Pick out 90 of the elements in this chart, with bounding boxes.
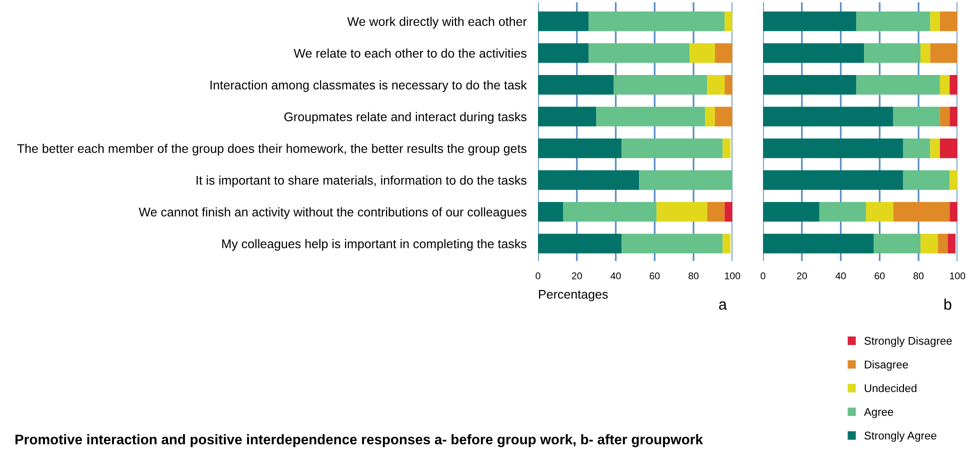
bar — [950, 170, 958, 190]
text: a — [719, 301, 727, 310]
x-tick-label: 0 — [536, 272, 540, 280]
bar — [864, 43, 920, 63]
bar — [563, 202, 657, 222]
x-tick-label: 100 — [950, 272, 966, 280]
bar — [763, 74, 856, 95]
bar — [538, 11, 589, 32]
bar — [763, 170, 903, 190]
y-tick-label: We relate to each other to do the activities — [294, 48, 526, 58]
x-tick-label: 80 — [914, 272, 924, 280]
bar — [538, 234, 622, 254]
x-tick-label: 80 — [688, 272, 699, 280]
bar — [893, 202, 950, 222]
bar — [707, 74, 725, 95]
x-tick-label: 20 — [796, 272, 807, 280]
bar — [940, 74, 950, 95]
text: b — [944, 298, 952, 310]
bar — [722, 138, 730, 158]
x-tick-label: 20 — [572, 272, 582, 280]
bar — [724, 11, 732, 32]
bar — [724, 202, 732, 222]
bar — [538, 74, 614, 95]
legend-label: Strongly Agree — [864, 431, 936, 442]
y-tick-label: The better each member of the group does their homework, the better results the group gets — [17, 144, 526, 156]
x-tick-label: 100 — [725, 272, 740, 280]
x-tick-label: 0 — [760, 272, 766, 280]
y-tick-label: We cannot finish an activity without the contributions of our colleagues — [138, 207, 526, 219]
bar — [866, 202, 894, 222]
x-tick-label: 60 — [650, 272, 660, 280]
x-tick-label: 40 — [836, 272, 846, 280]
bar — [902, 170, 950, 190]
bar — [763, 138, 903, 158]
bar — [930, 138, 940, 158]
bar — [596, 106, 706, 126]
bar — [714, 106, 732, 126]
bar — [722, 234, 730, 254]
bar — [622, 138, 723, 158]
bar — [588, 43, 690, 63]
bar — [763, 43, 864, 63]
text: Promotive interaction and positive interdependence responses a- before group work, b- after groupwork — [16, 434, 703, 448]
bar — [690, 43, 715, 63]
bar — [724, 74, 732, 95]
bar — [707, 202, 725, 222]
bar — [763, 202, 820, 222]
bar — [714, 43, 732, 63]
legend-label: Strongly Disagree — [864, 336, 952, 347]
bar — [819, 202, 866, 222]
bar — [950, 202, 958, 222]
bar — [538, 43, 589, 63]
y-tick-label: We work directly with each other — [347, 16, 527, 28]
bar — [856, 11, 930, 32]
bar — [656, 202, 708, 222]
x-tick-label: 40 — [610, 272, 621, 280]
x-tick-label: 60 — [874, 272, 885, 280]
bar — [538, 106, 596, 126]
bar — [856, 74, 940, 95]
bar — [920, 234, 938, 254]
bar — [538, 202, 564, 222]
bar — [538, 170, 640, 190]
bar — [588, 11, 725, 32]
y-tick-label: Groupmates relate and interact during tasks — [284, 112, 526, 124]
legend-label: Undecided — [864, 384, 916, 392]
bar — [538, 138, 622, 158]
bar — [950, 106, 958, 126]
bar — [763, 234, 874, 254]
bar — [639, 170, 732, 190]
bar — [614, 74, 708, 95]
legend-label: Agree — [864, 408, 894, 418]
bar — [920, 43, 930, 63]
bar — [763, 106, 894, 126]
y-tick-label: Interaction among classmates is necessary to do the task — [210, 80, 527, 92]
bar — [705, 106, 715, 126]
bar — [950, 74, 958, 95]
x-axis-title: Percentages — [539, 290, 608, 302]
bar — [940, 11, 958, 32]
bar — [763, 11, 856, 32]
bar — [940, 138, 958, 158]
bar — [622, 234, 723, 254]
bar — [948, 234, 956, 254]
bar — [874, 234, 920, 254]
bar — [938, 234, 948, 254]
y-tick-label: It is important to share materials, information to do the tasks — [196, 176, 526, 188]
bar — [930, 43, 958, 63]
y-tick-label: My colleagues help is important in completing the tasks — [222, 239, 526, 251]
bar — [902, 138, 930, 158]
bar — [930, 11, 940, 32]
bar — [940, 106, 950, 126]
bar — [893, 106, 940, 126]
legend-label: Disagree — [864, 360, 908, 371]
